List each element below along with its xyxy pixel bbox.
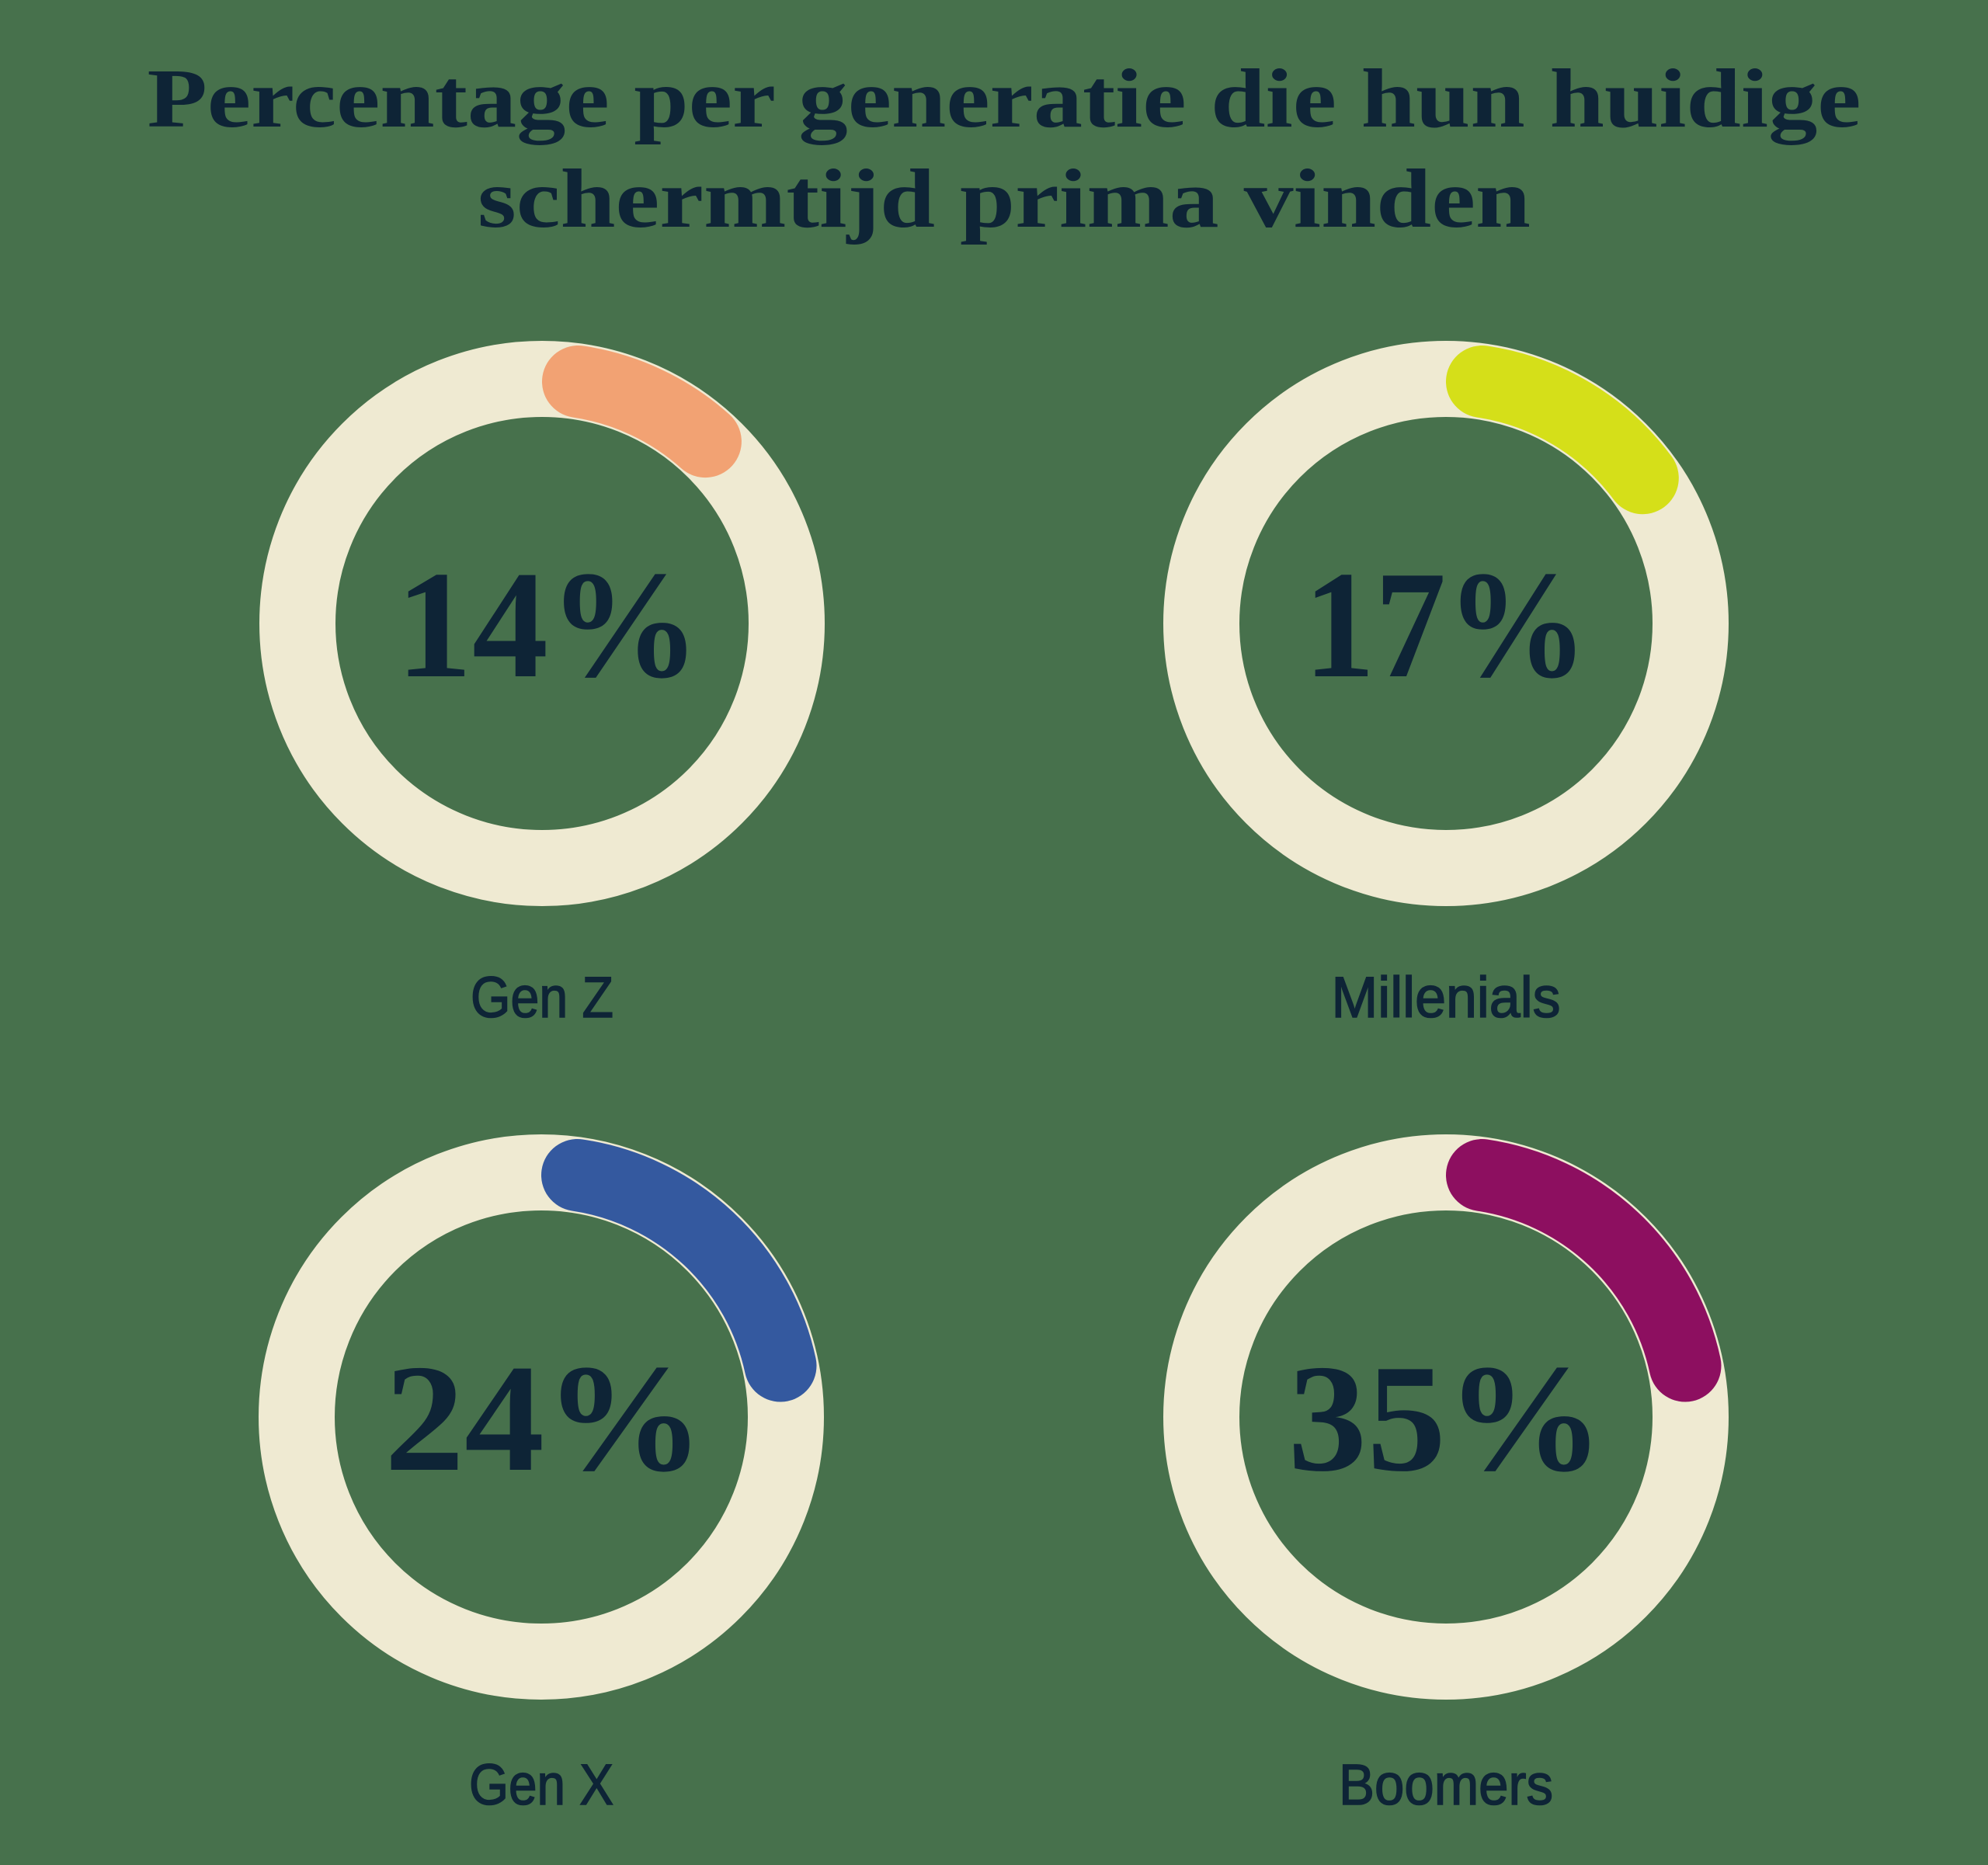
svg-text:Millenials: Millenials: [1332, 965, 1561, 1030]
svg-text:24%: 24%: [384, 1333, 704, 1503]
svg-text:Gen X: Gen X: [469, 1752, 613, 1817]
svg-text:schermtijd prima vinden: schermtijd prima vinden: [478, 153, 1531, 245]
svg-text:14%: 14%: [396, 540, 700, 710]
svg-text:35%: 35%: [1288, 1333, 1604, 1503]
svg-text:Percentage per generatie die h: Percentage per generatie die hun huidige: [148, 53, 1861, 145]
svg-text:17%: 17%: [1304, 540, 1588, 710]
svg-text:Gen Z: Gen Z: [471, 965, 613, 1030]
svg-text:Boomers: Boomers: [1339, 1752, 1553, 1817]
